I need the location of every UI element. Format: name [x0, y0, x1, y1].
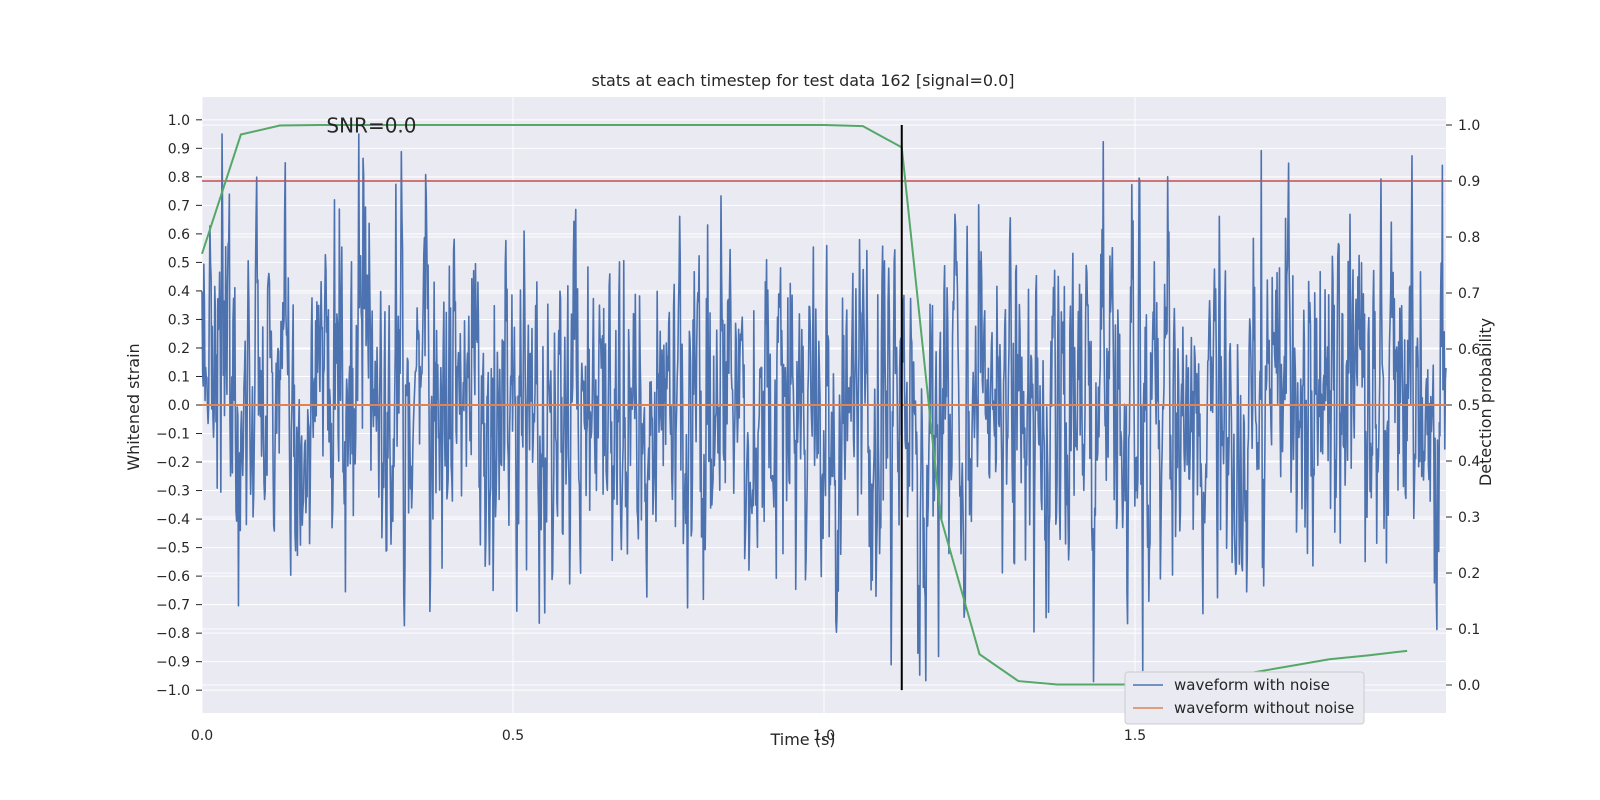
- ytick-label-0: 1.0: [168, 113, 190, 129]
- y2-axis-label: Detection probability: [1476, 318, 1495, 486]
- y2tick-label-5: 0.5: [1458, 398, 1480, 414]
- ytick-label-7: 0.3: [168, 312, 190, 328]
- xtick-label-3: 1.5: [1124, 728, 1146, 744]
- right-y-axis-ticks: 1.0 0.9 0.8 0.7 0.6 0.5 0.4 0.3 0.2 0.1 0.0: [1446, 118, 1480, 694]
- ytick-label-13: −0.3: [156, 484, 190, 500]
- ytick-label-12: −0.2: [156, 455, 190, 471]
- ytick-label-10: 0.0: [168, 398, 190, 414]
- ytick-label-19: −0.9: [156, 655, 190, 671]
- ytick-label-1: 0.9: [168, 141, 190, 157]
- ytick-label-20: −1.0: [156, 683, 190, 699]
- y2tick-label-10: 0.0: [1458, 678, 1480, 694]
- ytick-label-11: −0.1: [156, 427, 190, 443]
- ytick-label-2: 0.8: [168, 170, 190, 186]
- noise-waveform-line: [201, 133, 1447, 683]
- x-axis-label: Time (s): [769, 730, 835, 749]
- y2tick-label-8: 0.2: [1458, 566, 1480, 582]
- legend-label-clean: waveform without noise: [1174, 699, 1354, 717]
- y2tick-label-9: 0.1: [1458, 622, 1480, 638]
- ytick-label-3: 0.7: [168, 198, 190, 214]
- y2tick-label-4: 0.6: [1458, 342, 1480, 358]
- ytick-label-9: 0.1: [168, 369, 190, 385]
- xtick-label-1: 0.5: [502, 728, 524, 744]
- ytick-label-4: 0.6: [168, 227, 190, 243]
- xtick-label-0: 0.0: [191, 728, 213, 744]
- x-axis-ticks: 0.0 0.5 1.0 1.5: [191, 728, 1146, 744]
- y2tick-label-0: 1.0: [1458, 118, 1480, 134]
- legend: waveform with noise waveform without noi…: [1124, 671, 1365, 725]
- ytick-label-17: −0.7: [156, 598, 190, 614]
- y2tick-label-6: 0.4: [1458, 454, 1480, 470]
- xtick-label-2: 1.0: [813, 728, 835, 744]
- y2tick-label-3: 0.7: [1458, 286, 1480, 302]
- y2tick-label-2: 0.8: [1458, 230, 1480, 246]
- chart-title: stats at each timestep for test data 162…: [591, 71, 1014, 90]
- ytick-label-18: −0.8: [156, 626, 190, 642]
- y-axis-label: Whitened strain: [124, 343, 143, 470]
- ytick-label-8: 0.2: [168, 341, 190, 357]
- legend-label-noise: waveform with noise: [1174, 676, 1330, 694]
- ytick-label-14: −0.4: [156, 512, 190, 528]
- left-y-axis-ticks: 1.0 0.9 0.8 0.7 0.6 0.5 0.4 0.3 0.2 0.1 0.0 −0.1 −0.…: [156, 113, 202, 699]
- ytick-label-5: 0.5: [168, 255, 190, 271]
- snr-annotation: SNR=0.0: [326, 114, 416, 138]
- ytick-label-16: −0.6: [156, 569, 190, 585]
- y2tick-label-1: 0.9: [1458, 174, 1480, 190]
- ytick-label-6: 0.4: [168, 284, 190, 300]
- ytick-label-15: −0.5: [156, 541, 190, 557]
- y2tick-label-7: 0.3: [1458, 510, 1480, 526]
- noise-waveform-series: [201, 133, 1447, 683]
- legend-box: [1124, 671, 1365, 725]
